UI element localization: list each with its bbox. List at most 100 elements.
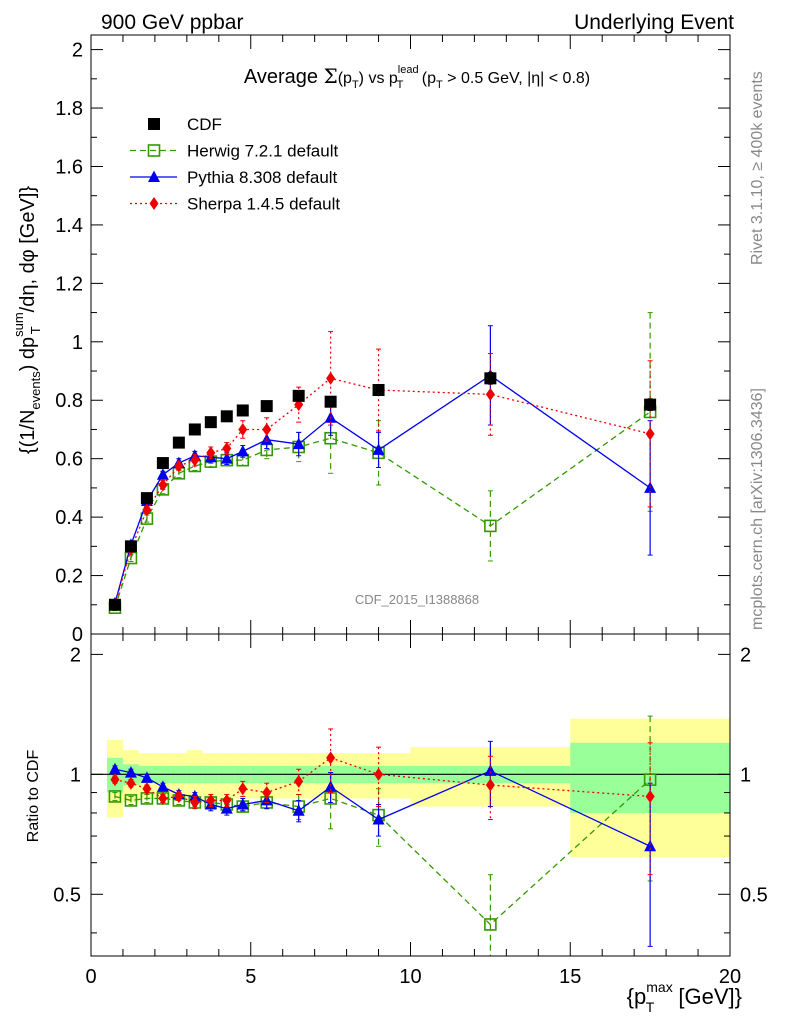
main-point bbox=[156, 468, 169, 480]
main-point bbox=[262, 422, 272, 436]
main-point bbox=[156, 457, 169, 470]
main-y-tick-label: 1.6 bbox=[55, 156, 83, 178]
ratio-point bbox=[645, 789, 655, 803]
main-point bbox=[220, 410, 233, 423]
main-point bbox=[174, 459, 184, 473]
ratio-point bbox=[188, 789, 201, 802]
main-point bbox=[292, 389, 305, 402]
legend-item: Pythia 8.308 default bbox=[130, 168, 338, 187]
legend: CDF Herwig 7.2.1 default Pythia 8.308 defa… bbox=[130, 115, 340, 214]
x-tick-label: 10 bbox=[399, 966, 421, 988]
ratio-y-tick-label-right: 0.5 bbox=[740, 884, 768, 906]
x-tick-label: 5 bbox=[245, 966, 256, 988]
legend-label: Herwig 7.2.1 default bbox=[187, 142, 338, 161]
main-y-axis-label: {(1/Nevents) dpsum T/dη, dφ [GeV]} bbox=[11, 186, 43, 454]
analysis-label: CDF_2015_I1388868 bbox=[355, 592, 479, 607]
x-tick-label: 15 bbox=[559, 966, 581, 988]
x-tick-label: 0 bbox=[85, 966, 96, 988]
ratio-point bbox=[108, 790, 122, 803]
legend-item: CDF bbox=[148, 115, 222, 134]
ratio-point bbox=[262, 786, 272, 800]
ratio-y-tick-label: 1 bbox=[70, 764, 81, 786]
ratio-point bbox=[220, 802, 233, 814]
main-y-tick-label: 1.4 bbox=[55, 215, 83, 237]
main-title: Average Σ(pT) vs plead T (pT > 0.5 GeV, |… bbox=[244, 64, 590, 91]
main-point bbox=[222, 441, 232, 455]
main-point bbox=[236, 404, 249, 417]
main-point bbox=[206, 446, 216, 460]
header-right-label: Underlying Event bbox=[574, 11, 734, 34]
ratio-point bbox=[190, 795, 200, 809]
ratio-series-2 bbox=[110, 728, 655, 876]
main-point bbox=[484, 519, 497, 533]
main-y-tick-label: 0.6 bbox=[55, 449, 83, 471]
ratio-series-layer bbox=[108, 715, 657, 956]
main-point bbox=[236, 444, 249, 457]
main-point bbox=[644, 398, 657, 411]
ratio-point bbox=[206, 793, 216, 807]
legend-label: CDF bbox=[187, 115, 222, 134]
main-point bbox=[108, 598, 121, 611]
main-point bbox=[292, 437, 305, 450]
main-point bbox=[238, 422, 248, 436]
ratio-point bbox=[156, 780, 169, 792]
ratio-point bbox=[485, 778, 495, 792]
mcplots-label: mcplots.cern.ch [arXiv:1306.3436] bbox=[749, 388, 766, 630]
legend-marker bbox=[148, 170, 160, 182]
ratio-point bbox=[126, 776, 136, 790]
main-point bbox=[188, 423, 201, 436]
ratio-y-ticks: 0.5 0.5 1 1 2 2 bbox=[53, 644, 768, 934]
main-point bbox=[158, 478, 168, 492]
ratio-point bbox=[174, 789, 184, 803]
main-point bbox=[326, 371, 336, 385]
ratio-y-tick-label-right: 2 bbox=[740, 644, 751, 666]
main-series-line bbox=[114, 377, 651, 605]
legend-marker bbox=[147, 144, 161, 157]
legend-marker bbox=[149, 197, 159, 210]
ratio-point bbox=[108, 762, 121, 775]
main-point bbox=[204, 416, 217, 429]
main-point bbox=[372, 384, 385, 397]
ratio-y-tick-label-right: 1 bbox=[740, 764, 751, 786]
ratio-point bbox=[484, 918, 497, 931]
main-series-0 bbox=[108, 371, 657, 611]
ratio-point bbox=[372, 813, 385, 825]
ratio-point bbox=[644, 839, 657, 852]
main-point bbox=[260, 400, 273, 413]
ratio-point bbox=[158, 791, 168, 805]
x-axis-label: {pmax T [GeV]} bbox=[627, 979, 742, 1015]
main-y-tick-label: 1 bbox=[72, 332, 83, 354]
ratio-point bbox=[236, 798, 249, 810]
main-point bbox=[172, 436, 185, 449]
main-series-layer bbox=[108, 312, 657, 615]
main-series-line bbox=[114, 411, 651, 608]
ratio-series-1 bbox=[108, 740, 657, 947]
ratio-point bbox=[324, 780, 337, 792]
ratio-point bbox=[124, 794, 138, 807]
main-point bbox=[190, 453, 200, 467]
ratio-uncertainty-bands bbox=[106, 718, 730, 858]
main-point bbox=[140, 492, 153, 505]
main-y-tick-label: 0.2 bbox=[55, 566, 83, 588]
ratio-point bbox=[140, 771, 153, 783]
main-point bbox=[324, 395, 337, 408]
ratio-point bbox=[484, 764, 497, 776]
main-point bbox=[484, 372, 497, 385]
main-y-tick-label: 2 bbox=[72, 40, 83, 62]
ratio-y-tick-label: 0.5 bbox=[53, 884, 81, 906]
ratio-point bbox=[124, 766, 137, 778]
main-y-ticks: 0 0.2 0.4 0.6 0.8 1 1.2 1.4 1.6 1.8 2 bbox=[55, 40, 730, 646]
x-tick-label: 20 bbox=[719, 966, 741, 988]
main-point bbox=[124, 540, 137, 553]
ratio-frame bbox=[90, 633, 731, 957]
ratio-x-ticks: 0 5 10 15 20 bbox=[85, 634, 741, 988]
ratio-y-tick-label: 2 bbox=[70, 644, 81, 666]
ratio-y-axis-label: Ratio to CDF bbox=[25, 750, 42, 843]
main-panel: 0 0.2 0.4 0.6 0.8 1 1.2 1.4 1.6 1.8 2 Average Σ(pT… bbox=[11, 34, 731, 646]
main-y-tick-label: 0 bbox=[72, 624, 83, 646]
ratio-point bbox=[110, 773, 120, 787]
main-point bbox=[485, 387, 495, 401]
main-point bbox=[645, 427, 655, 441]
header-left-label: 900 GeV ppbar bbox=[101, 11, 243, 34]
